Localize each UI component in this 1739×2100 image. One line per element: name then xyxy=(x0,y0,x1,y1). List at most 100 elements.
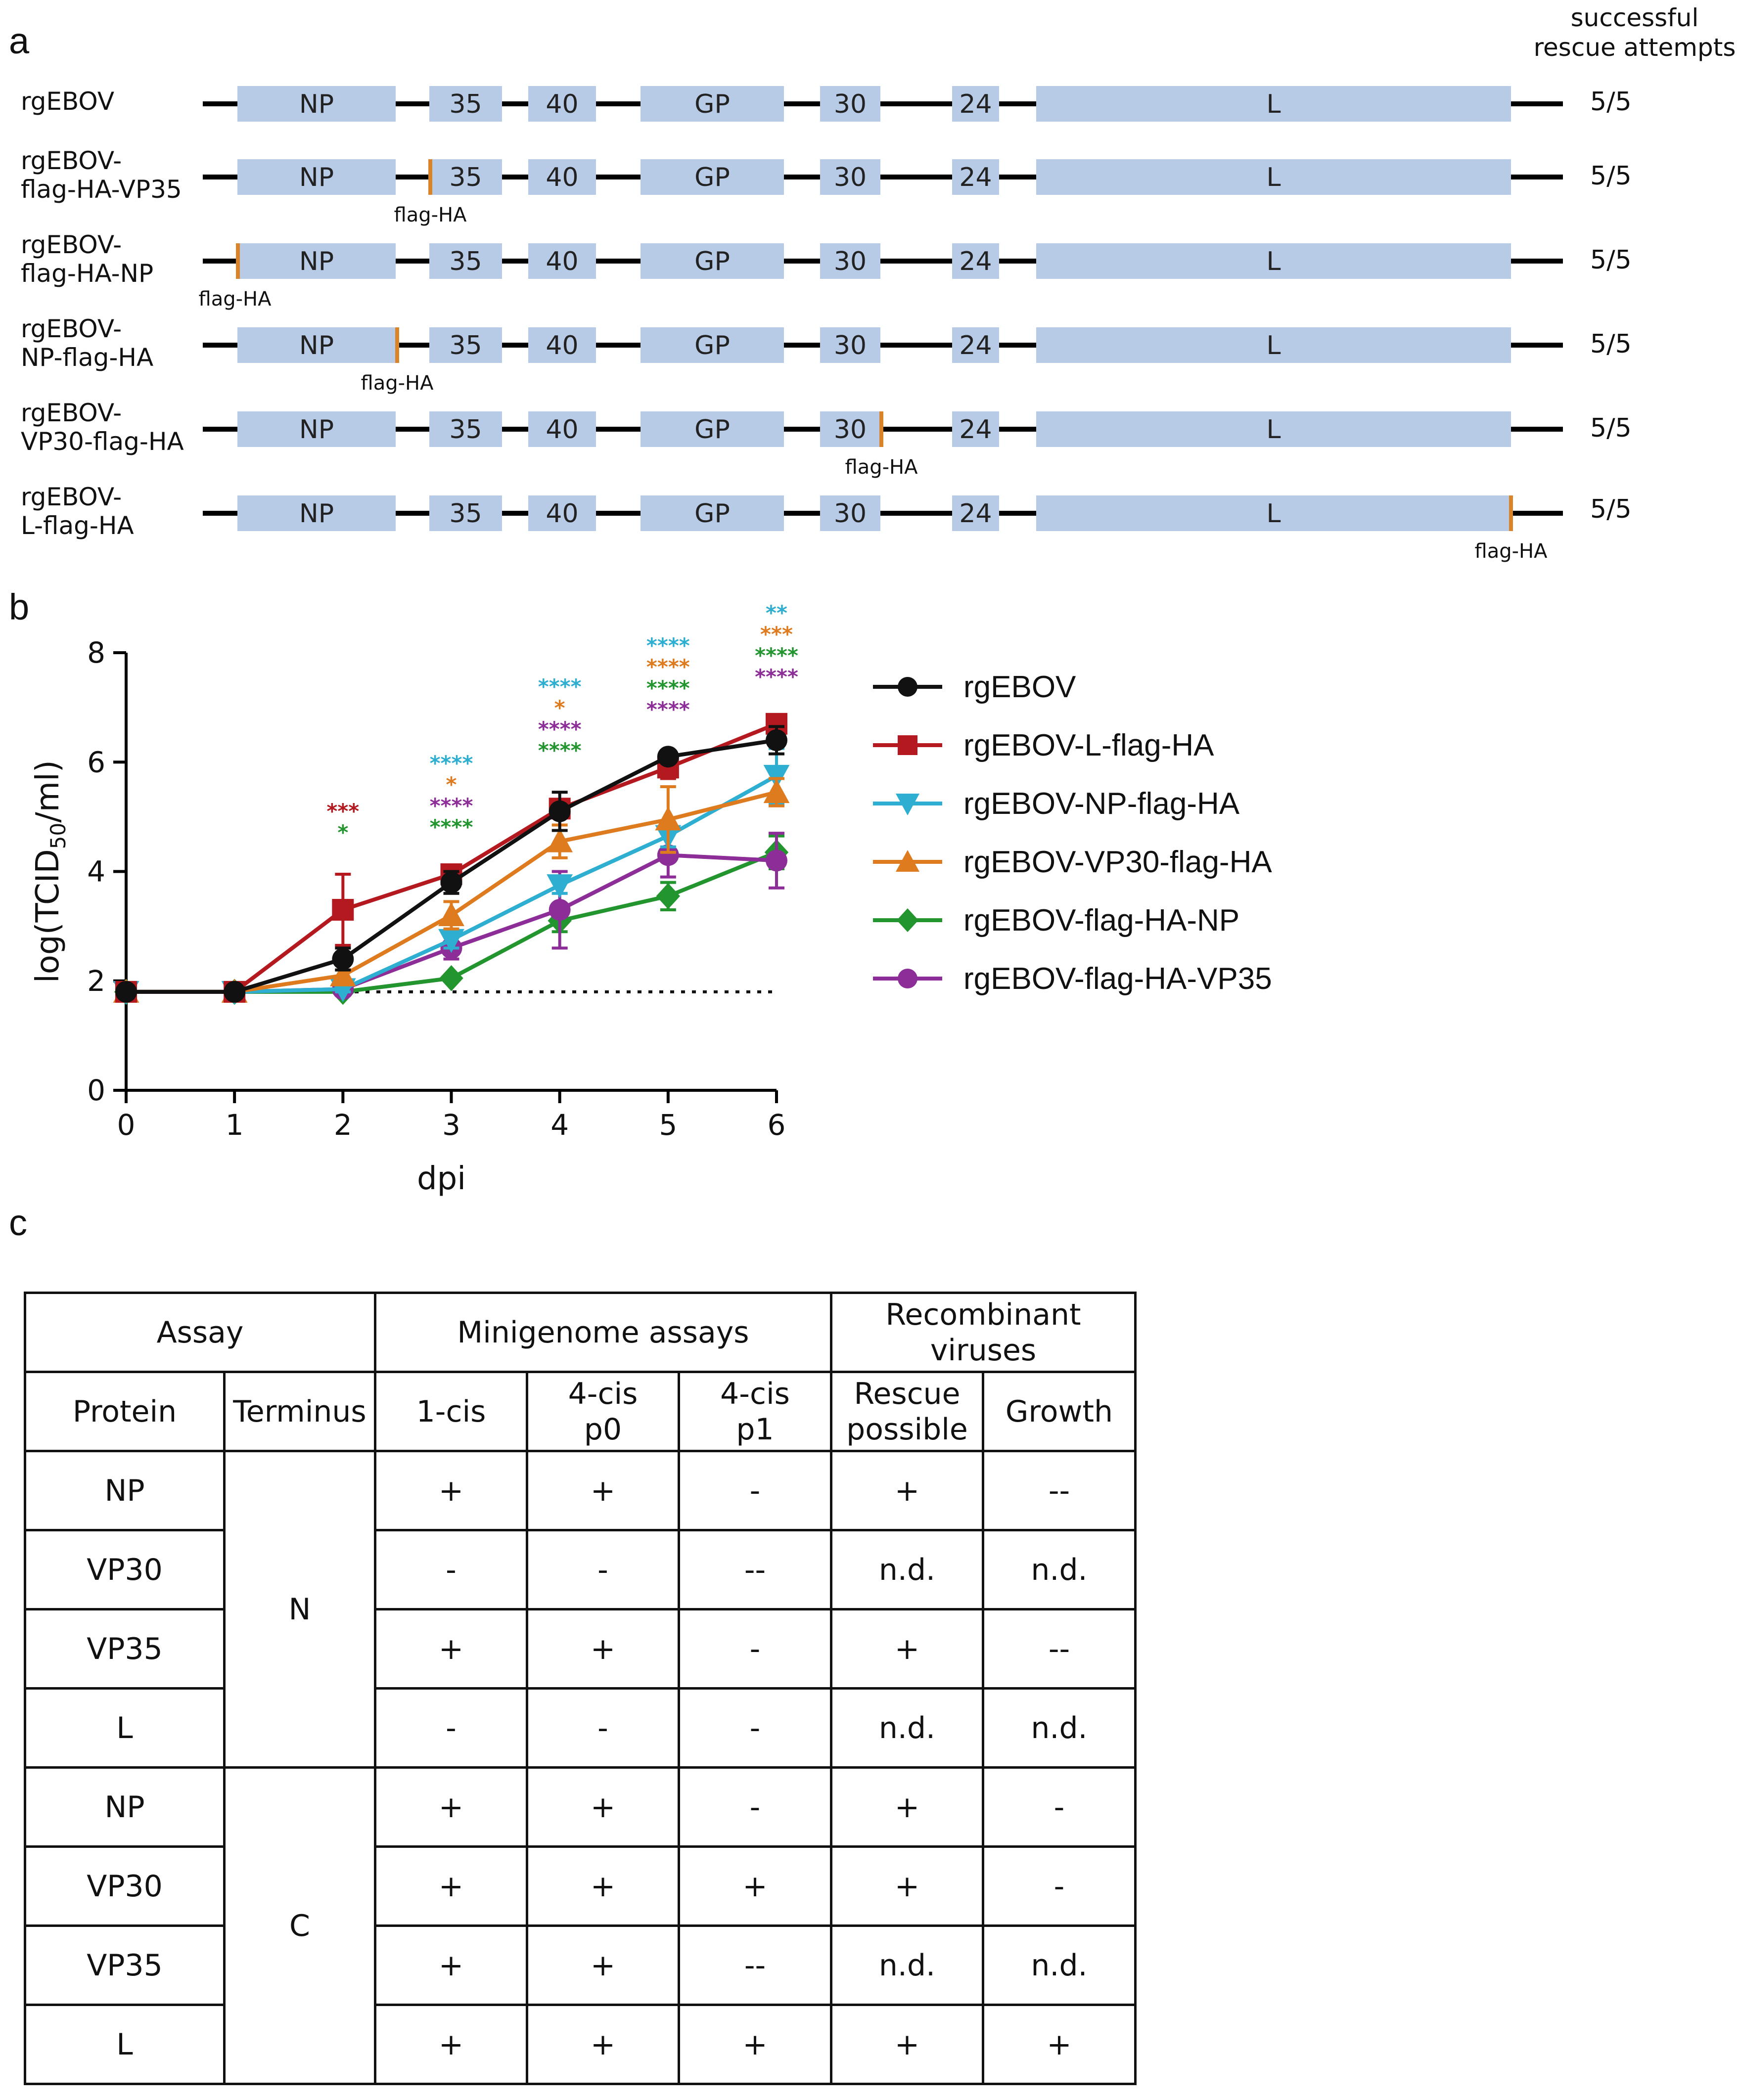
gene-label-gp: GP xyxy=(694,499,730,529)
flag-ha-tag xyxy=(236,243,240,279)
legend-item: rgEBOV-flag-HA-NP xyxy=(870,891,1272,949)
rescue-ratio-4: 5/5 xyxy=(1590,413,1632,443)
cell-rescue: + xyxy=(830,1766,984,1848)
gene-label-gp: GP xyxy=(694,331,730,360)
gene-np xyxy=(237,159,396,195)
data-point xyxy=(438,929,464,953)
cell-4cis-p0: + xyxy=(526,1845,680,1927)
gene-np xyxy=(237,327,396,363)
rescue-ratio-1: 5/5 xyxy=(1590,161,1632,191)
construct-label-2: rgEBOV- flag-HA-NP xyxy=(21,230,153,288)
x-tick-label: 3 xyxy=(442,1108,460,1142)
gene-vp35 xyxy=(429,159,502,195)
cell-4cis-p0: - xyxy=(526,1687,680,1769)
rescue-header-line2: rescue attempts xyxy=(1533,33,1736,62)
gene-np xyxy=(237,86,396,122)
legend-swatch xyxy=(873,850,942,872)
chart-legend: rgEBOV rgEBOV-L-flag-HA rgEBOV-NP-flag-HA r… xyxy=(870,658,1272,1008)
gene-label-vp24: 24 xyxy=(959,89,992,119)
cell-rescue: n.d. xyxy=(830,1924,984,2006)
panel-a-letter: a xyxy=(9,20,30,61)
gene-vp30 xyxy=(820,86,880,122)
significance-stars: **** xyxy=(646,633,690,658)
gene-label-gp: GP xyxy=(694,89,730,119)
rescue-ratio-3: 5/5 xyxy=(1590,329,1632,359)
legend-label: rgEBOV-flag-HA-NP xyxy=(963,903,1240,938)
gene-label-l: L xyxy=(1267,415,1281,445)
flag-ha-label: flag-HA xyxy=(845,456,918,479)
gene-vp35 xyxy=(429,327,502,363)
cell-protein: NP xyxy=(24,1450,226,1531)
gene-label-vp35: 35 xyxy=(449,163,482,192)
header-recombinant-line2: viruses xyxy=(930,1333,1037,1368)
significance-stars: **** xyxy=(430,794,473,818)
data-point xyxy=(898,969,917,988)
legend-item: rgEBOV xyxy=(870,658,1272,716)
gene-label-np: NP xyxy=(299,331,334,360)
legend-label: rgEBOV-L-flag-HA xyxy=(963,728,1214,762)
gene-vp35 xyxy=(429,243,502,279)
table-row: NP N + + - + -- xyxy=(24,1450,1137,1769)
cell-1cis: + xyxy=(374,1845,528,1927)
construct-label-4: rgEBOV- VP30-flag-HA xyxy=(21,399,184,456)
gene-vp40 xyxy=(528,243,596,279)
gene-vp40 xyxy=(528,327,596,363)
construct-label-line1: rgEBOV- xyxy=(21,399,122,427)
gene-label-vp30: 30 xyxy=(834,163,867,192)
header-terminus: Terminus xyxy=(223,1371,376,1452)
data-point xyxy=(763,779,790,804)
cell-terminus-n: N xyxy=(223,1450,376,1769)
gene-label-vp40: 40 xyxy=(546,415,578,445)
gene-label-l: L xyxy=(1267,163,1281,192)
gene-label-vp35: 35 xyxy=(449,89,482,119)
x-tick-label: 0 xyxy=(117,1108,136,1142)
gene-label-vp24: 24 xyxy=(959,247,992,276)
gene-label-vp35: 35 xyxy=(449,415,482,445)
gene-label-vp30: 30 xyxy=(834,89,867,119)
gene-label-gp: GP xyxy=(694,415,730,445)
gene-label-gp: GP xyxy=(694,247,730,276)
gene-vp24 xyxy=(952,327,999,363)
gene-label-vp35: 35 xyxy=(449,331,482,360)
header-4cis-p1-line2: p1 xyxy=(736,1412,774,1447)
gene-np xyxy=(237,243,396,279)
rescue-ratio-5: 5/5 xyxy=(1590,494,1632,524)
gene-vp24 xyxy=(952,495,999,531)
significance-stars: *** xyxy=(326,799,359,823)
flag-ha-tag xyxy=(395,327,399,363)
construct-label-5: rgEBOV- L-flag-HA xyxy=(21,483,134,540)
gene-label-vp35: 35 xyxy=(449,247,482,276)
gene-l xyxy=(1036,495,1511,531)
cell-1cis: + xyxy=(374,1608,528,1690)
gene-label-l: L xyxy=(1267,499,1281,529)
cell-growth: + xyxy=(982,2004,1137,2085)
flag-ha-label: flag-HA xyxy=(1475,540,1548,563)
gene-l xyxy=(1036,159,1511,195)
significance-stars: **** xyxy=(538,717,582,741)
gene-gp xyxy=(641,159,784,195)
gene-label-vp40: 40 xyxy=(546,163,578,192)
rescue-ratio-2: 5/5 xyxy=(1590,245,1632,275)
cell-protein: L xyxy=(24,1687,226,1769)
gene-label-l: L xyxy=(1267,331,1281,360)
table-row: VP30 + + + + - xyxy=(24,1845,1137,1927)
cell-protein: NP xyxy=(24,1766,226,1848)
cell-4cis-p1: - xyxy=(678,1766,832,1848)
table-row: VP35 + + - + -- xyxy=(24,1608,1137,1690)
gene-vp35 xyxy=(429,495,502,531)
y-axis-label: log(TCID50/ml) xyxy=(30,760,70,983)
cell-rescue: n.d. xyxy=(830,1687,984,1769)
gene-vp30 xyxy=(820,159,880,195)
gene-vp35 xyxy=(429,411,502,447)
cell-rescue: + xyxy=(830,1450,984,1531)
x-axis-label: dpi xyxy=(417,1161,466,1197)
cell-4cis-p0: + xyxy=(526,1766,680,1848)
header-4cis-p1: 4-cis p1 xyxy=(678,1371,832,1452)
gene-label-vp40: 40 xyxy=(546,331,578,360)
gene-vp24 xyxy=(952,86,999,122)
header-recombinant: Recombinant viruses xyxy=(830,1292,1137,1373)
gene-label-np: NP xyxy=(299,247,334,276)
data-point xyxy=(655,806,682,831)
